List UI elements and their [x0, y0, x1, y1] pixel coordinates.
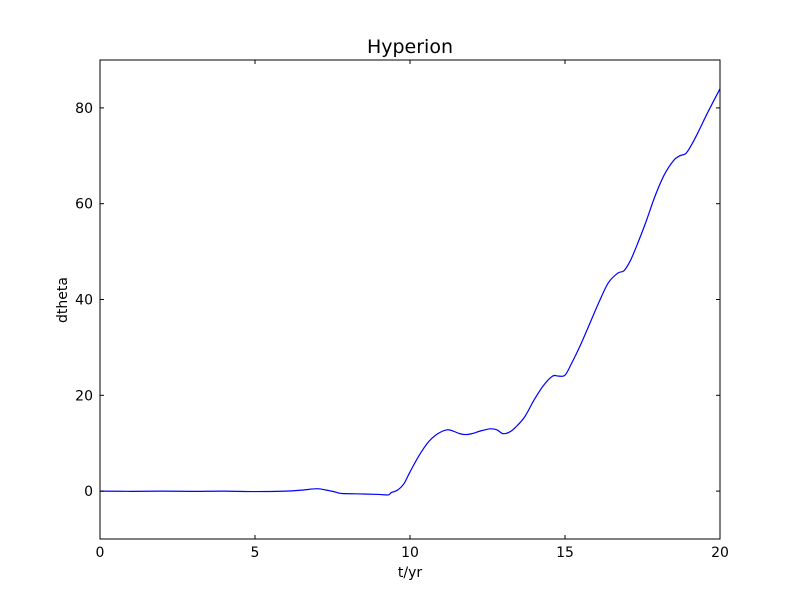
x-tick-label: 5: [251, 545, 260, 561]
y-tick-label: 80: [75, 101, 93, 117]
x-tick-label: 15: [556, 545, 574, 561]
series-layer: [99, 88, 721, 496]
x-axis-label: t/yr: [398, 565, 422, 581]
x-tick-label: 10: [401, 545, 419, 561]
tick-layer: 0 5 10 15 20 0 20 40 60 80: [75, 60, 729, 561]
y-axis-label: dtheta: [55, 277, 71, 323]
chart-title: Hyperion: [367, 36, 453, 58]
y-tick-label: 20: [75, 388, 93, 404]
x-tick-label: 0: [96, 545, 105, 561]
x-tick-label: 20: [711, 545, 729, 561]
y-tick-label: 60: [75, 197, 93, 213]
series-line-0: [99, 88, 721, 496]
plot-area: [100, 60, 720, 539]
y-tick-label: 0: [84, 484, 93, 500]
y-tick-label: 40: [75, 293, 93, 309]
